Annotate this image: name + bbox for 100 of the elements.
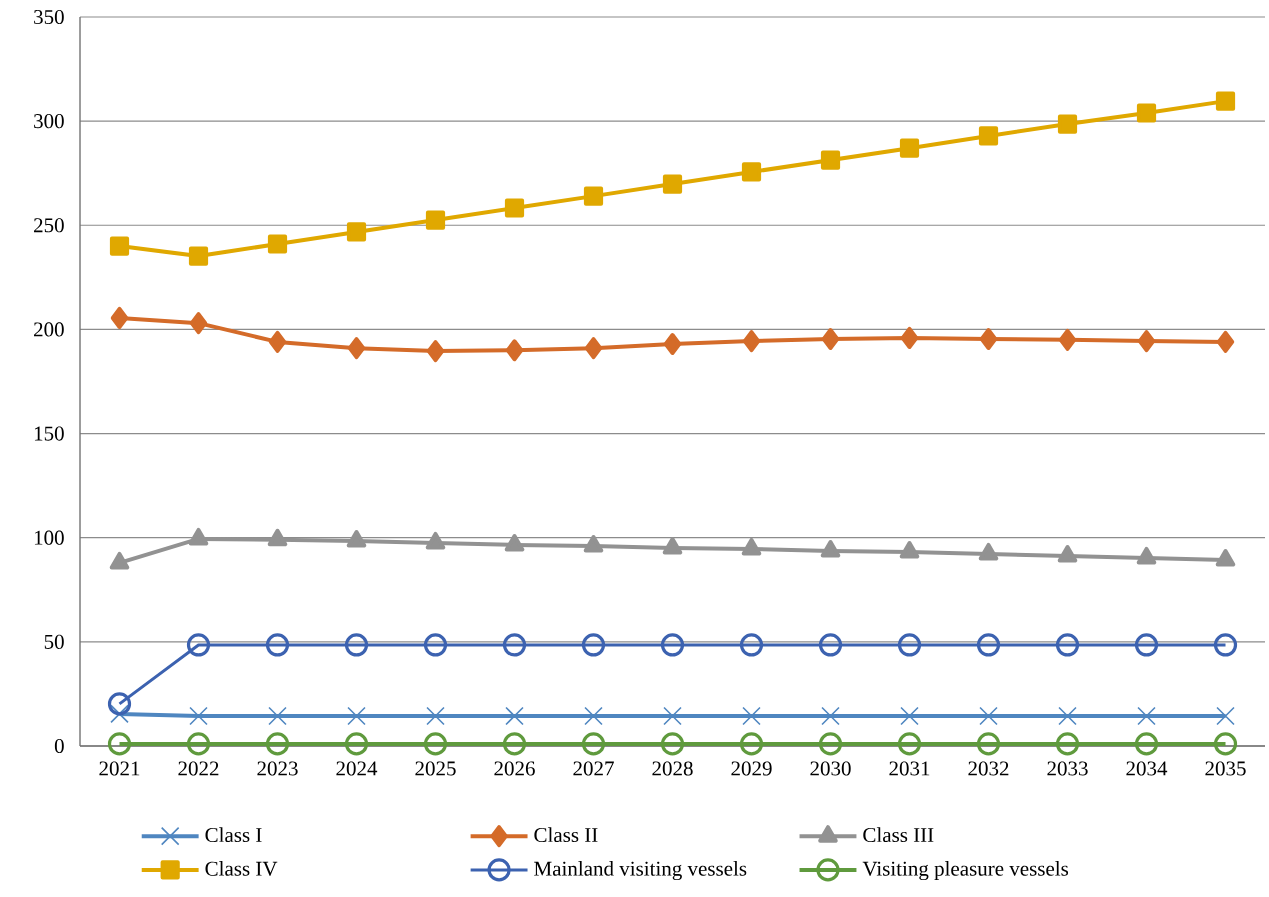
point [1136,103,1157,123]
point [660,732,685,756]
point [818,732,843,756]
x-tick-label: 2028 [652,761,693,776]
point [186,633,211,657]
point [897,633,922,657]
y-tick-label: 100 [34,530,64,545]
point [1216,706,1235,726]
point [899,138,920,158]
legend-label: Class I [205,827,262,843]
point [110,306,129,329]
point [347,706,366,726]
point [425,210,446,230]
point [818,633,843,657]
point [344,732,369,756]
point [978,126,999,146]
point [976,732,1001,756]
point [1058,328,1077,351]
point [821,328,840,350]
x-tick-label: 2032 [968,761,1009,776]
point [1055,633,1080,657]
y-tick-label: 0 [54,738,64,754]
point [820,150,841,170]
point [739,732,764,756]
point [505,339,524,362]
point [1057,114,1078,134]
x-tick-label: 2024 [336,761,378,776]
y-tick-label: 200 [34,322,64,337]
point [1215,91,1236,111]
point [583,186,604,206]
point [268,330,287,353]
point [900,326,919,349]
point [347,337,366,360]
point [581,633,606,657]
point [189,706,208,726]
point [663,706,682,726]
point [1055,732,1080,756]
point [267,234,288,254]
point [821,706,840,726]
x-tick-label: 2030 [810,761,851,776]
point [346,222,367,242]
point [742,330,761,353]
x-tick-label: 2023 [257,761,298,776]
x-tick-label: 2034 [1126,761,1168,776]
point [1216,330,1235,353]
point [423,732,448,756]
point [663,333,682,355]
point [504,198,525,218]
legend-label: Mainland visiting vessels [534,861,747,881]
legend-label: Class II [534,827,598,843]
point [581,732,606,756]
x-tick-label: 2029 [731,761,772,776]
y-tick-label: 150 [34,426,64,441]
x-tick-label: 2022 [178,761,219,776]
point [1213,633,1238,657]
point [265,633,290,657]
point [188,246,209,266]
point [739,633,764,657]
x-tick-label: 2025 [415,761,456,776]
legend-label: Visiting pleasure vessels [862,861,1069,881]
point [1134,633,1159,657]
point [1134,732,1159,756]
x-tick-label: 2035 [1205,761,1246,776]
point [268,706,287,726]
legend-label: Class IV [205,861,278,876]
point [502,633,527,657]
point [189,312,208,335]
point [502,732,527,756]
point [979,328,998,350]
x-tick-label: 2021 [99,761,140,776]
point [1213,732,1238,756]
x-tick-label: 2027 [573,761,614,776]
point [741,162,762,182]
point [662,174,683,194]
point [426,340,445,363]
point [1058,706,1077,726]
point [584,337,603,360]
point [1137,706,1156,726]
point [265,732,290,756]
point [344,633,369,657]
point [426,706,445,726]
point [107,732,132,756]
x-tick-label: 2026 [494,761,535,776]
point [979,706,998,726]
point [423,633,448,657]
point [660,633,685,657]
y-tick-label: 350 [34,9,64,25]
point [107,692,132,716]
y-tick-label: 250 [34,218,64,233]
legend-label: Class III [863,827,934,843]
x-tick-label: 2033 [1047,761,1088,776]
point [897,732,922,756]
y-tick-label: 50 [44,634,64,649]
point [976,633,1001,657]
point [742,706,761,726]
point [1137,330,1156,353]
point [900,706,919,726]
x-tick-label: 2031 [889,761,930,776]
point [186,732,211,756]
y-tick-label: 300 [34,114,64,129]
